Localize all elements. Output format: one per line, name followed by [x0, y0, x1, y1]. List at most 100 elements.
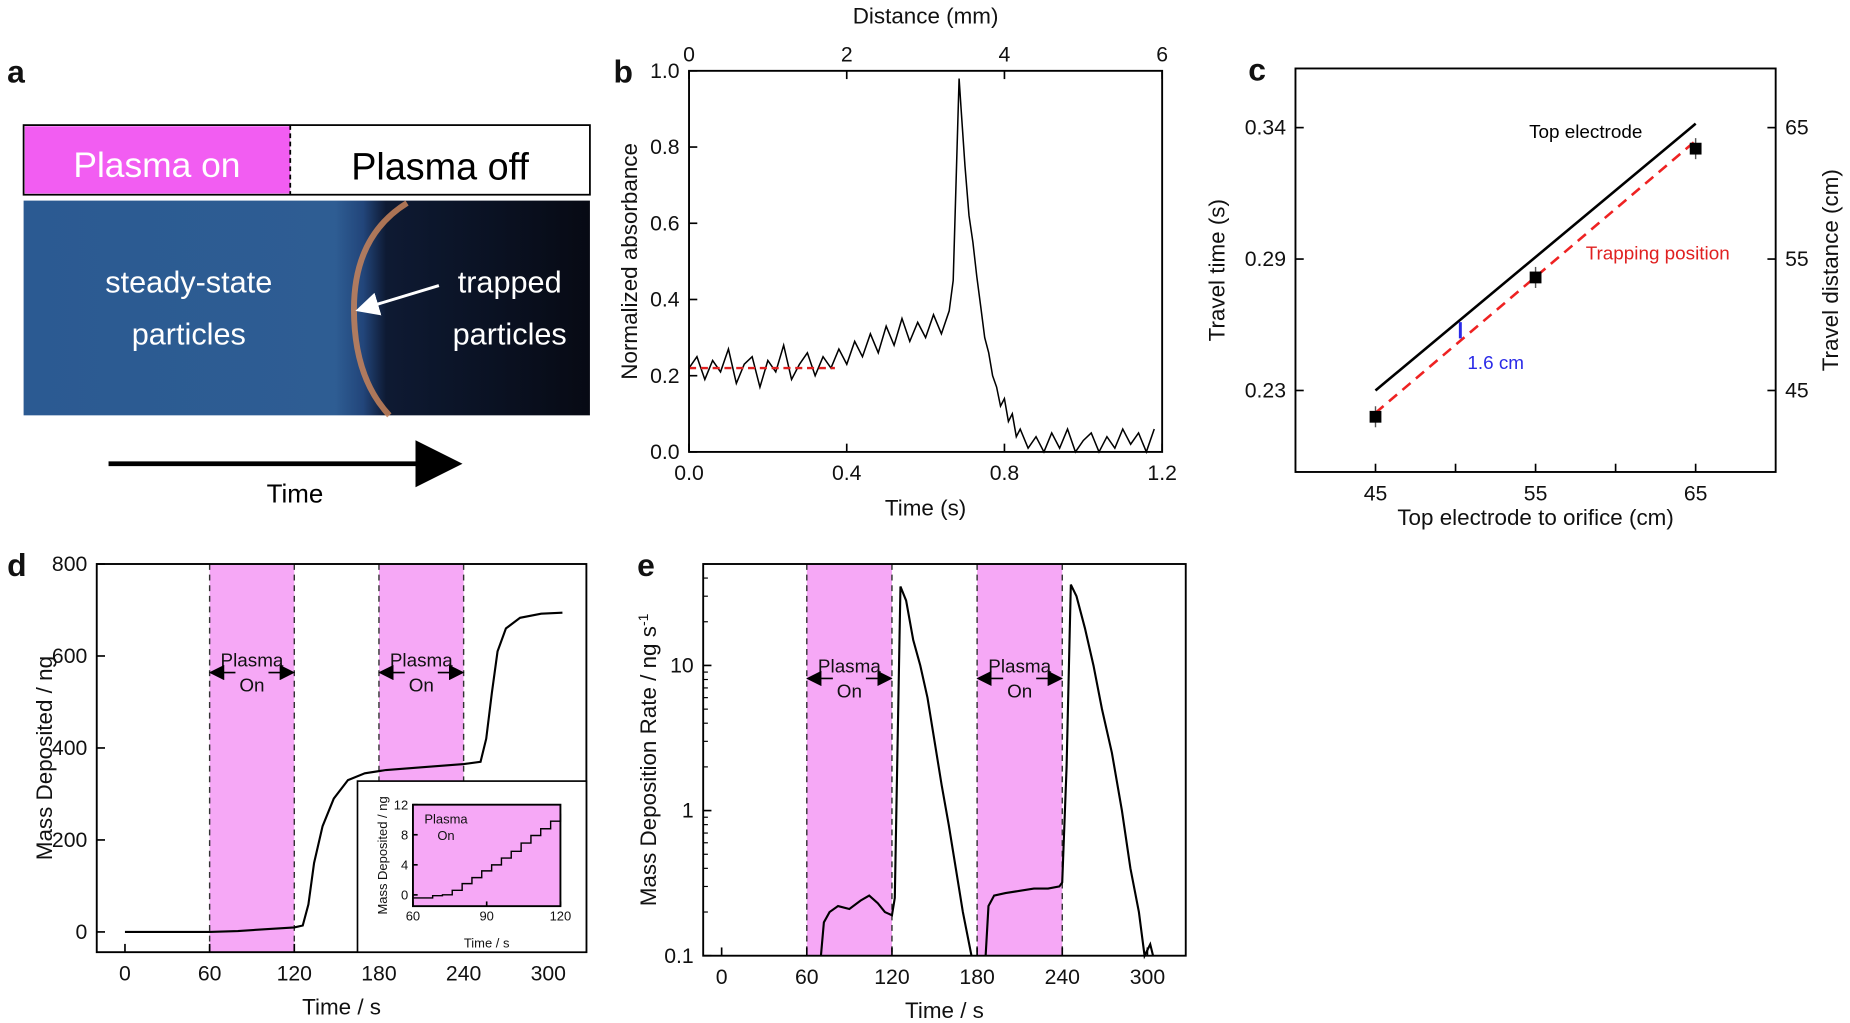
x-tick-label: 120: [874, 966, 909, 989]
x-tick-label: 65: [1684, 482, 1708, 505]
inset-y-axis-label: Mass Deposited / ng: [375, 796, 390, 914]
plasma-on-band: [806, 564, 892, 956]
trapped-label-1: trapped: [458, 266, 562, 300]
band-label-on: On: [409, 674, 434, 695]
x-tick-label: 0: [119, 962, 131, 985]
y-tick-label: 10: [670, 655, 694, 678]
y-tick-label: 8: [401, 827, 408, 842]
x-tick-label: 60: [795, 966, 819, 989]
steady-state-label-2: particles: [132, 318, 246, 352]
plasma-on-band: [209, 564, 295, 953]
band-label-on: On: [239, 674, 264, 695]
plasma-off-label: Plasma off: [351, 145, 529, 187]
x-tick-label: 0: [716, 966, 728, 989]
x-tick-label: 240: [1045, 966, 1080, 989]
y-tick-label: 0: [401, 888, 408, 903]
y-axis-label: Mass Deposited / ng: [32, 656, 57, 860]
plot-frame: [95, 563, 588, 954]
data-point: [1689, 142, 1702, 155]
deposition-rate-series: [984, 584, 1155, 960]
x-tick-label: 300: [1130, 966, 1165, 989]
y-tick-label: 600: [52, 645, 87, 668]
x-tick-label: 120: [550, 908, 572, 923]
panel-label-e: e: [637, 547, 655, 583]
y-axis-label: Normalized absorbance: [617, 143, 642, 380]
y-tick-label: 0.29: [1245, 248, 1286, 271]
inset-plasma-band: [412, 804, 561, 907]
time-label: Time: [267, 481, 324, 509]
trapped-particle-front: [351, 200, 409, 418]
plasma-on-segment: [24, 126, 291, 194]
x-tick-label: 45: [1364, 482, 1388, 505]
chart-c: 1.6 cm Top electrode Trapping position 45 55…: [1205, 67, 1843, 530]
panel-a: Plasma on Plasma off steady-state partic…: [22, 124, 591, 509]
inset-series: [412, 813, 562, 899]
x-tick-label: 6: [1156, 43, 1168, 66]
y-tick-label: 0.0: [650, 441, 680, 464]
band-label-plasma: Plasma: [988, 656, 1051, 677]
x2-axis-label: Distance (mm): [853, 4, 999, 29]
steady-state-label-1: steady-state: [105, 266, 272, 300]
y-tick-label: 45: [1785, 380, 1809, 403]
y-tick-label: 0: [75, 921, 87, 944]
y-tick-label: 0.6: [650, 212, 680, 235]
x-tick-label: 2: [841, 43, 853, 66]
band-label-plasma: Plasma: [818, 656, 881, 677]
band-label-plasma: Plasma: [390, 650, 453, 671]
x-tick-label: 0.0: [674, 462, 704, 485]
y-tick-label: 1.0: [650, 60, 680, 83]
panel-label-b: b: [614, 54, 633, 90]
x-tick-label: 0: [683, 43, 695, 66]
trapped-label-2: particles: [453, 318, 567, 352]
chart-e: Plasma On Plasma On 0 60 120 180 240 300 0.1 1 10 Tim…: [635, 563, 1187, 1023]
plasma-on-band: [977, 564, 1063, 956]
x-tick-label: 240: [446, 962, 481, 985]
y-tick-label: 0.34: [1245, 117, 1286, 140]
mass-deposited-series: [124, 611, 563, 933]
y-axis-label: Mass Deposition Rate / ng s-1: [635, 613, 661, 906]
plot-frame: [688, 69, 1164, 453]
band-label-plasma: Plasma: [221, 650, 284, 671]
y-tick-label: 200: [52, 829, 87, 852]
panel-label-c: c: [1248, 51, 1266, 87]
x-axis-label: Time / s: [905, 998, 984, 1023]
inset-x-axis-label: Time / s: [464, 935, 510, 950]
y-tick-label: 0.23: [1245, 380, 1286, 403]
band-label-on: On: [1007, 680, 1032, 701]
y-tick-label: 0.4: [650, 289, 680, 312]
x-axis-label: Time (s): [885, 496, 966, 521]
top-electrode-label: Top electrode: [1529, 121, 1642, 142]
trapping-position-label: Trapping position: [1586, 243, 1730, 264]
x-tick-label: 4: [999, 43, 1011, 66]
y-axis-label-right: Travel distance (cm): [1818, 169, 1843, 371]
particle-photo: [23, 200, 590, 416]
x-tick-label: 1.2: [1147, 462, 1177, 485]
y-tick-label: 400: [52, 737, 87, 760]
x-tick-label: 0.4: [832, 462, 862, 485]
x-tick-label: 300: [531, 962, 566, 985]
trapped-arrow: [355, 284, 440, 316]
chart-b: 0.0 0.4 0.8 1.2 0 2 4 6 0.0 0.2 0.4 0.6 0.8 1.0 Time (…: [617, 4, 1177, 521]
y-tick-label: 4: [401, 858, 408, 873]
y-tick-label: 12: [394, 797, 408, 812]
x-tick-label: 0.8: [990, 462, 1020, 485]
x-tick-label: 120: [277, 962, 312, 985]
y-tick-label: 1: [682, 800, 694, 823]
y-tick-label: 0.1: [664, 945, 694, 968]
x-tick-label: 60: [406, 908, 420, 923]
x-tick-label: 180: [959, 966, 994, 989]
inset-label-on: On: [437, 828, 454, 843]
y-tick-label: 65: [1785, 117, 1809, 140]
deposition-rate-series: [819, 586, 973, 956]
x-tick-label: 60: [198, 962, 222, 985]
panel-label-d: d: [7, 547, 26, 583]
y-tick-label: 55: [1785, 248, 1809, 271]
data-point: [1529, 271, 1542, 284]
x-tick-label: 180: [361, 962, 396, 985]
gap-annotation: 1.6 cm: [1467, 352, 1524, 373]
x-tick-label: 90: [479, 908, 493, 923]
inset-label-plasma: Plasma: [424, 812, 468, 827]
